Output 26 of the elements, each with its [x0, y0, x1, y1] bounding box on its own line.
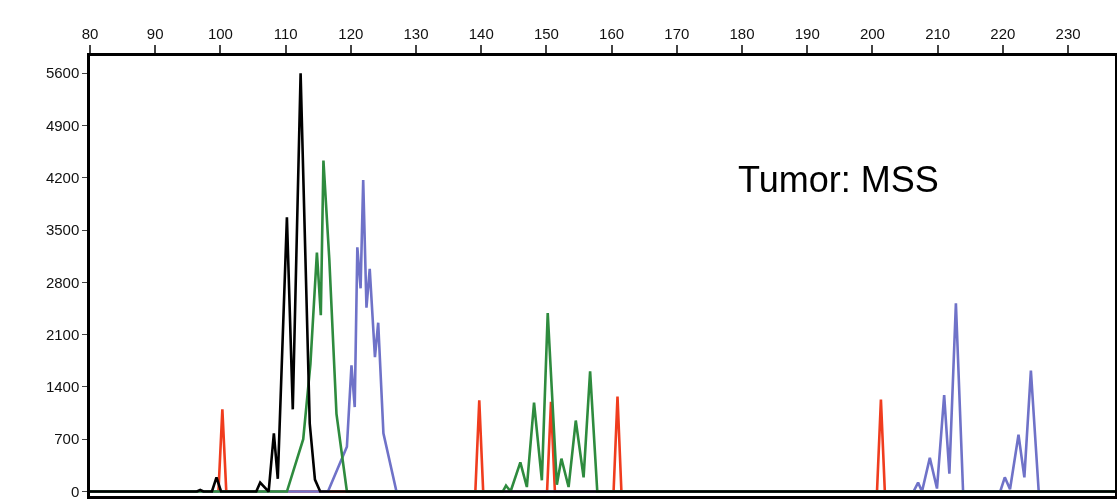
- y-tick-label: 700: [54, 430, 80, 448]
- x-tick-label: 220: [990, 25, 1016, 43]
- x-tick-label: 110: [273, 25, 298, 43]
- x-tick-label: 160: [599, 25, 625, 43]
- y-tick-label: 0: [70, 482, 80, 500]
- annotation: Tumor: MSS: [738, 159, 939, 200]
- x-tick-label: 90: [146, 25, 164, 43]
- x-tick-label: 130: [403, 25, 429, 43]
- x-tick-label: 230: [1055, 25, 1081, 43]
- x-tick-label: 210: [925, 25, 951, 43]
- y-tick-label: 3500: [45, 221, 80, 239]
- x-tick-label: 120: [338, 25, 364, 43]
- x-tick-label: 80: [81, 25, 99, 43]
- x-tick-label: 150: [533, 25, 559, 43]
- x-tick-label: 200: [859, 25, 885, 43]
- x-tick-label: 190: [794, 25, 820, 43]
- x-tick-label: 100: [207, 25, 233, 43]
- y-tick-label: 4900: [45, 116, 80, 134]
- y-tick-label: 5600: [45, 64, 80, 82]
- x-tick-label: 140: [468, 25, 494, 43]
- y-tick-label: 4200: [45, 169, 80, 187]
- y-tick-label: 2800: [45, 273, 80, 291]
- x-tick-label: 180: [729, 25, 755, 43]
- y-tick-label: 2100: [45, 325, 80, 343]
- y-tick-label: 1400: [45, 378, 80, 396]
- x-tick-label: 170: [664, 25, 690, 43]
